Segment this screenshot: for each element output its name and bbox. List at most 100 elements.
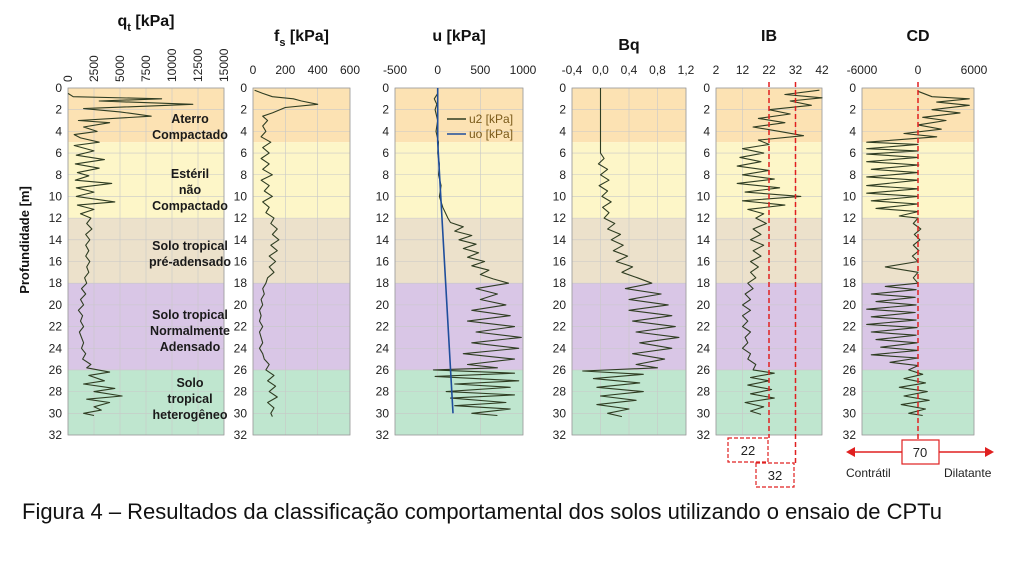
y-tick-label: 8 — [703, 168, 710, 182]
y-tick-label: 30 — [843, 406, 857, 420]
y-tick-label: 28 — [553, 385, 567, 399]
y-tick-label: 26 — [697, 363, 711, 377]
threshold-box — [755, 462, 795, 488]
x-tick-label: 0,4 — [621, 63, 638, 77]
y-tick-label: 2 — [382, 103, 389, 117]
figure-caption: Figura 4 – Resultados da classificação c… — [22, 499, 943, 524]
y-tick-label: 10 — [49, 189, 63, 203]
x-tick-label: 0,0 — [592, 63, 609, 77]
y-tick-label: 4 — [849, 124, 856, 138]
panel-title: IB — [761, 28, 777, 45]
x-tick-label: 500 — [470, 63, 490, 77]
y-tick-label: 30 — [49, 406, 63, 420]
y-tick-label: 32 — [376, 428, 390, 442]
y-tick-label: 16 — [49, 255, 63, 269]
x-tick-label: 2500 — [87, 55, 101, 82]
y-tick-label: 20 — [376, 298, 390, 312]
y-tick-label: 4 — [382, 124, 389, 138]
arrow-right-head — [985, 447, 994, 457]
arrow-right-label: Dilatante — [944, 466, 992, 480]
series-line-qt — [67, 92, 194, 417]
y-tick-label: 0 — [849, 81, 856, 95]
layer-band — [395, 142, 523, 219]
layer-band — [253, 369, 350, 435]
threshold-label: 32 — [768, 468, 782, 483]
y-tick-label: 22 — [234, 320, 248, 334]
series-line-ib — [736, 89, 823, 415]
x-tick-label: 7500 — [139, 55, 153, 82]
y-tick-label: 10 — [376, 189, 390, 203]
x-tick-label: 2 — [713, 63, 720, 77]
panel-title: qt [kPa] — [117, 13, 174, 34]
legend-entry: uo [kPa] — [469, 127, 513, 141]
y-tick-label: 14 — [234, 233, 248, 247]
y-tick-label: 8 — [55, 168, 62, 182]
x-tick-label: 12 — [736, 63, 750, 77]
y-tick-label: 20 — [49, 298, 63, 312]
y-tick-label: 10 — [697, 189, 711, 203]
y-tick-label: 4 — [559, 124, 566, 138]
y-tick-label: 6 — [559, 146, 566, 160]
layer-label: Adensado — [160, 340, 221, 354]
y-tick-label: 26 — [376, 363, 390, 377]
y-tick-label: 20 — [697, 298, 711, 312]
y-tick-label: 22 — [553, 320, 567, 334]
y-tick-label: 6 — [55, 146, 62, 160]
layer-band — [253, 142, 350, 219]
legend-entry: u2 [kPa] — [469, 112, 513, 126]
y-tick-label: 10 — [553, 189, 567, 203]
y-tick-label: 32 — [234, 428, 248, 442]
plot-frame — [394, 87, 524, 436]
y-tick-label: 32 — [553, 428, 567, 442]
layer-label: tropical — [167, 392, 212, 406]
y-tick-label: 0 — [55, 81, 62, 95]
layer-label: Compactado — [152, 128, 228, 142]
y-tick-label: 28 — [49, 385, 63, 399]
y-tick-label: 14 — [697, 233, 711, 247]
layer-label: não — [179, 183, 202, 197]
layer-label: Estéril — [171, 167, 209, 181]
y-tick-label: 18 — [843, 276, 857, 290]
y-tick-label: 10 — [234, 189, 248, 203]
x-tick-label: 32 — [789, 63, 803, 77]
layer-label: Solo tropical — [152, 308, 228, 322]
y-tick-label: 12 — [843, 211, 857, 225]
x-tick-label: -6000 — [847, 63, 878, 77]
x-tick-label: 42 — [815, 63, 829, 77]
arrow-left-head — [846, 447, 855, 457]
y-tick-label: 20 — [843, 298, 857, 312]
y-tick-label: 6 — [240, 146, 247, 160]
y-tick-label: 30 — [553, 406, 567, 420]
x-tick-label: 10000 — [165, 48, 179, 82]
y-tick-label: 12 — [376, 211, 390, 225]
x-tick-label: -500 — [383, 63, 407, 77]
x-tick-label: 12500 — [191, 48, 205, 82]
x-tick-label: 200 — [275, 63, 295, 77]
y-tick-label: 2 — [849, 103, 856, 117]
plot-frame — [67, 87, 225, 436]
y-tick-label: 18 — [49, 276, 63, 290]
y-tick-label: 2 — [703, 103, 710, 117]
layer-label: Aterro — [171, 112, 209, 126]
y-tick-label: 2 — [240, 103, 247, 117]
arrow-left-label: Contrátil — [846, 466, 891, 480]
y-tick-label: 24 — [843, 341, 857, 355]
y-axis-label: Profundidade [m] — [17, 186, 32, 294]
y-tick-label: 16 — [843, 255, 857, 269]
layer-band — [253, 218, 350, 284]
y-tick-label: 16 — [234, 255, 248, 269]
y-tick-label: 30 — [234, 406, 248, 420]
y-tick-label: 26 — [234, 363, 248, 377]
y-tick-label: 14 — [376, 233, 390, 247]
threshold-box — [727, 437, 769, 463]
y-tick-label: 30 — [697, 406, 711, 420]
x-tick-label: 1,2 — [678, 63, 695, 77]
y-tick-label: 24 — [49, 341, 63, 355]
x-tick-label: 0 — [434, 63, 441, 77]
y-tick-label: 16 — [376, 255, 390, 269]
x-tick-label: 400 — [308, 63, 328, 77]
layer-label: Solo — [176, 376, 203, 390]
